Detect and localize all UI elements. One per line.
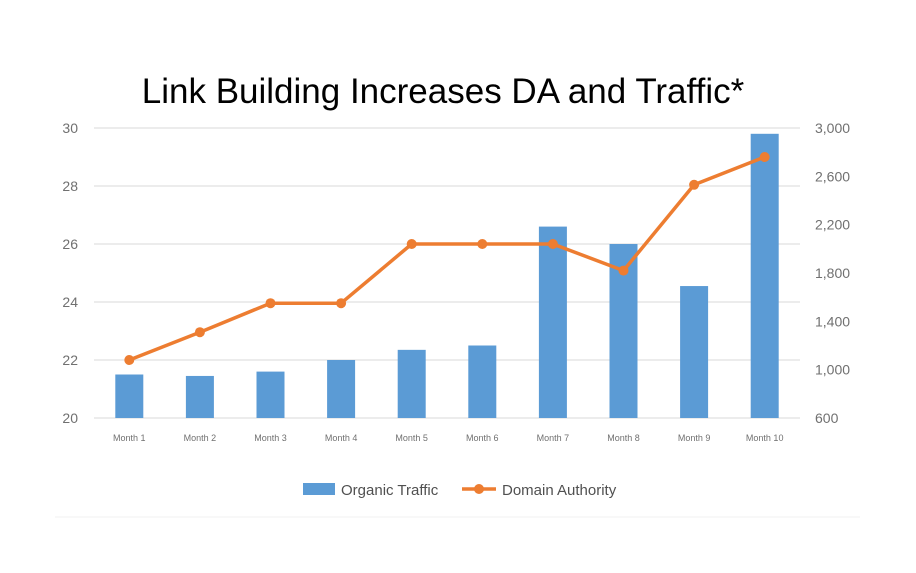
right-tick-label: 1,800	[815, 265, 850, 281]
left-tick-label: 30	[62, 120, 78, 136]
x-tick-label: Month 5	[395, 433, 428, 443]
left-y-axis: 20 22 24 26 28 30	[62, 120, 78, 426]
organic-traffic-bar	[256, 371, 285, 418]
right-tick-label: 600	[815, 410, 839, 426]
organic-traffic-bars	[115, 133, 779, 419]
left-tick-label: 26	[62, 236, 78, 252]
domain-authority-point	[124, 355, 135, 365]
domain-authority-point	[265, 298, 276, 309]
x-tick-label: Month 3	[254, 433, 287, 443]
x-tick-label: Month 1	[113, 433, 146, 443]
domain-authority-line	[124, 152, 770, 365]
domain-authority-point	[477, 239, 488, 249]
domain-authority-point	[759, 152, 770, 162]
right-y-axis: 600 1,000 1,400 1,800 2,200 2,600 3,000	[815, 120, 850, 426]
organic-traffic-bar	[468, 345, 497, 418]
organic-traffic-bar	[680, 286, 709, 418]
organic-traffic-bar	[327, 360, 356, 418]
legend-label-organic-traffic: Organic Traffic	[341, 482, 439, 499]
left-tick-label: 22	[62, 352, 78, 368]
x-tick-label: Month 6	[466, 433, 499, 443]
x-tick-label: Month 8	[607, 433, 640, 443]
domain-authority-point	[618, 265, 629, 276]
right-tick-label: 2,600	[815, 168, 850, 184]
chart-title: Link Building Increases DA and Traffic*	[142, 72, 745, 111]
domain-authority-series-line	[127, 155, 767, 362]
legend-label-domain-authority: Domain Authority	[502, 482, 617, 499]
right-tick-label: 2,200	[815, 217, 850, 233]
organic-traffic-bar	[538, 226, 567, 418]
x-tick-label: Month 2	[184, 433, 217, 443]
left-tick-label: 20	[62, 410, 78, 426]
organic-traffic-bar	[185, 375, 214, 418]
organic-traffic-bar	[750, 133, 779, 419]
legend-swatch-domain-authority-marker	[474, 484, 484, 494]
x-axis: Month 1 Month 2 Month 3 Month 4 Month 5 Month…	[113, 433, 783, 443]
domain-authority-point	[689, 179, 700, 190]
domain-authority-point	[547, 239, 558, 249]
x-tick-label: Month 9	[678, 433, 711, 443]
domain-authority-point	[406, 239, 417, 249]
x-tick-label: Month 7	[537, 433, 570, 443]
x-tick-label: Month 4	[325, 433, 358, 443]
legend-swatch-organic-traffic	[303, 483, 335, 495]
domain-authority-point	[336, 298, 347, 309]
right-tick-label: 3,000	[815, 120, 850, 136]
domain-authority-point	[194, 327, 205, 338]
x-tick-label: Month 10	[746, 433, 784, 443]
left-tick-label: 24	[62, 294, 78, 310]
left-tick-label: 28	[62, 178, 78, 194]
organic-traffic-bar	[115, 374, 144, 418]
chart-legend: Organic Traffic Domain Authority	[303, 482, 617, 499]
organic-traffic-bar	[397, 349, 426, 418]
right-tick-label: 1,400	[815, 313, 850, 329]
right-tick-label: 1,000	[815, 362, 850, 378]
